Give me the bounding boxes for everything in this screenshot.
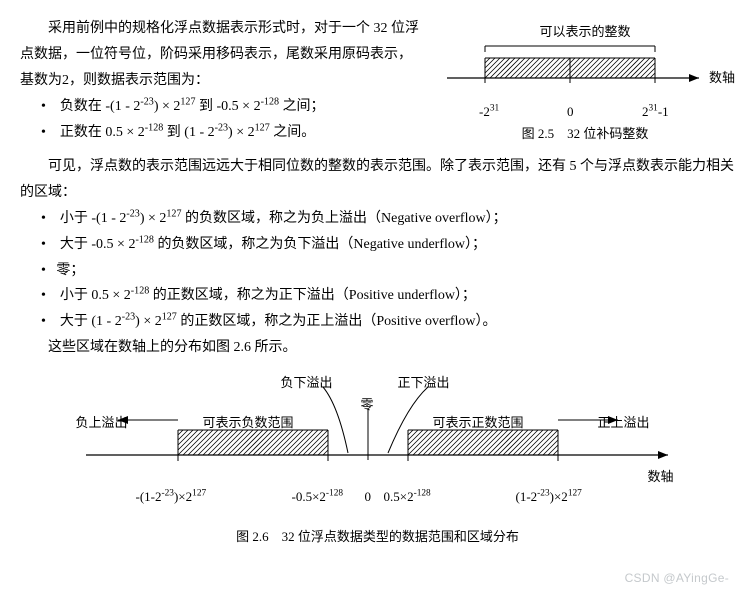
fig26-lbl-axis: 数轴 [648, 465, 674, 489]
fig26-tick3: 0 [365, 485, 372, 509]
fig26-tick5: (1-2-23)×2127 [516, 485, 582, 509]
fig26-lbl-pos-over: 正上溢出 [598, 411, 650, 435]
fig26-lbl-neg-under: 负下溢出 [281, 371, 333, 395]
fig26-tick2: -0.5×2-128 [292, 485, 344, 509]
fig26-lbl-neg-over: 负上溢出 [76, 411, 128, 435]
fig26-tick1: -(1-2-23)×2127 [136, 485, 207, 509]
paragraph-2: 可见，浮点数的表示范围远远大于相同位数的整数的表示范围。除了表示范围，还有 5 … [20, 154, 735, 206]
fig25-axis-label: 数轴 [709, 66, 735, 90]
bullet-pos-overflow: 大于 (1 - 2-23) × 2127 的正数区域，称之为正上溢出（Posit… [20, 309, 735, 335]
fig25-caption: 图 2.5 32 位补码整数 [435, 122, 735, 146]
fig26-lbl-pos-under: 正下溢出 [398, 371, 450, 395]
fig26-caption: 图 2.6 32 位浮点数据类型的数据范围和区域分布 [68, 525, 688, 549]
figure-2-6: 负下溢出 零 正下溢出 负上溢出 可表示负数范围 可表示正数范围 正上溢出 数轴… [68, 365, 688, 545]
bullet-pos-underflow: 小于 0.5 × 2-128 的正数区域，称之为正下溢出（Positive un… [20, 283, 735, 309]
bullet-neg-underflow: 大于 -0.5 × 2-128 的负数区域，称之为负下溢出（Negative u… [20, 232, 735, 258]
fig26-lbl-pos-range: 可表示正数范围 [433, 411, 524, 435]
fig25-tick-mid: 0 [567, 100, 574, 124]
fig25-tick-left: -231 [479, 100, 499, 124]
watermark: CSDN @AYingGe- [625, 567, 729, 589]
fig25-tick-right: 231-1 [642, 100, 669, 124]
bullet-neg-overflow: 小于 -(1 - 2-23) × 2127 的负数区域，称之为负上溢出（Nega… [20, 206, 735, 232]
fig26-lbl-neg-range: 可表示负数范围 [203, 411, 294, 435]
bullet-zero: 零； [20, 258, 735, 284]
figure-2-5: 可以表示的整数 数轴 -231 0 231-1 图 2.5 32 位补码整数 [435, 20, 735, 150]
fig26-lbl-zero: 零 [361, 393, 374, 417]
paragraph-3: 这些区域在数轴上的分布如图 2.6 所示。 [20, 335, 735, 361]
fig26-tick4: 0.5×2-128 [384, 485, 431, 509]
